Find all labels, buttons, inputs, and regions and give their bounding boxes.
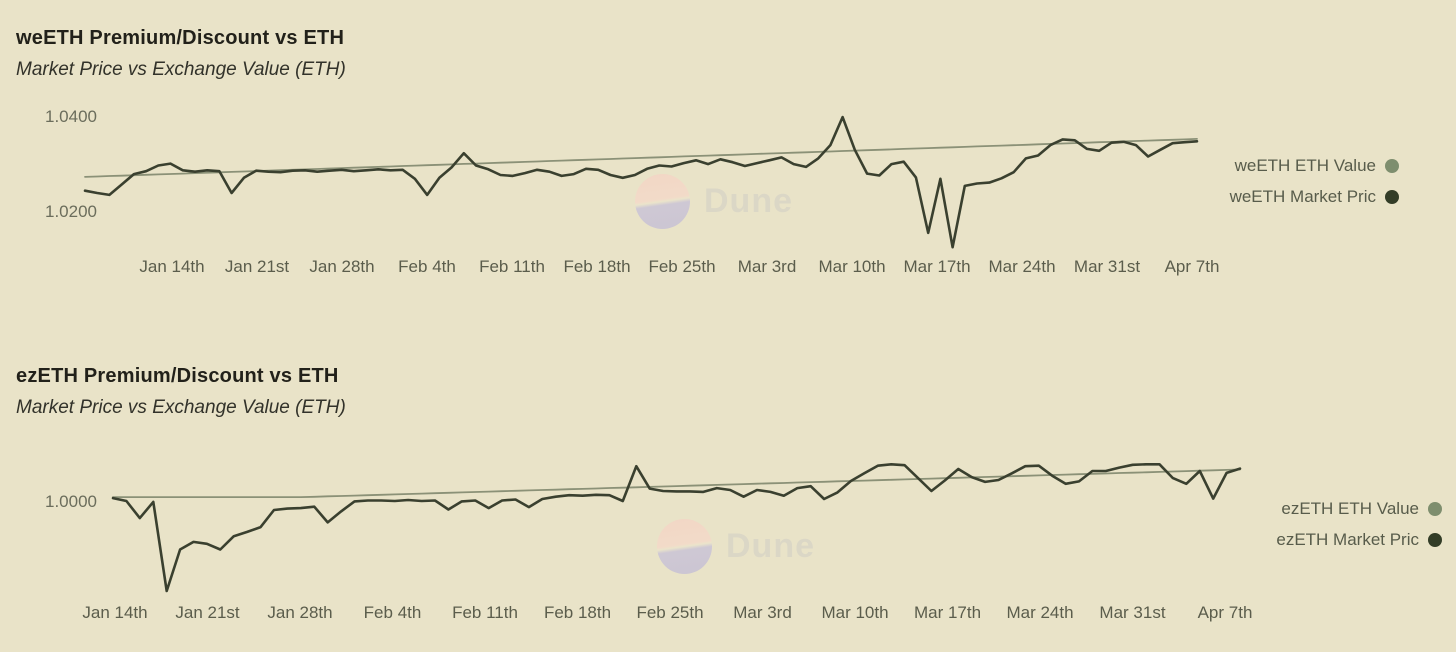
- legend-item[interactable]: weETH Market Pric: [1230, 186, 1399, 207]
- x-tick-label: Jan 21st: [224, 257, 290, 276]
- x-tick-label: Mar 3rd: [737, 257, 797, 276]
- series-color-dot-icon: [1428, 532, 1442, 547]
- x-tick-label: Jan 28th: [267, 603, 333, 622]
- legend-item[interactable]: ezETH Market Pric: [1276, 529, 1442, 550]
- x-tick-label: Jan 14th: [82, 603, 148, 622]
- legend-label: ezETH ETH Value: [1281, 498, 1419, 518]
- chart-subtitle: Market Price vs Exchange Value (ETH): [16, 59, 346, 80]
- x-tick-label: Apr 7th: [1197, 603, 1253, 622]
- x-tick-label: Mar 17th: [913, 603, 982, 622]
- legend: ezETH ETH Value ezETH Market Pric: [1276, 498, 1442, 550]
- x-tick-label: Mar 10th: [821, 603, 889, 622]
- x-tick-label: Mar 10th: [818, 257, 886, 276]
- ezeth-line-plot[interactable]: [111, 440, 1242, 600]
- series-color-dot-icon: [1428, 501, 1442, 516]
- x-tick-label: Jan 28th: [309, 257, 375, 276]
- legend-item[interactable]: weETH ETH Value: [1235, 155, 1399, 176]
- x-tick-label: Mar 24th: [988, 257, 1056, 276]
- x-tick-label: Mar 3rd: [733, 603, 792, 622]
- series-color-dot-icon: [1385, 158, 1399, 173]
- x-tick-label: Mar 24th: [1006, 603, 1074, 622]
- legend-label: weETH Market Pric: [1229, 186, 1376, 206]
- x-tick-label: Feb 11th: [479, 257, 545, 276]
- chart-title: weETH Premium/Discount vs ETH: [16, 27, 345, 49]
- y-axis-tick: 1.0400: [45, 107, 97, 126]
- x-tick-label: Feb 25th: [636, 603, 704, 622]
- x-axis: Jan 14th Jan 21st Jan 28th Feb 4th Feb 11th F…: [0, 603, 1456, 625]
- legend-label: weETH ETH Value: [1234, 155, 1376, 175]
- x-tick-label: Mar 31st: [1073, 257, 1141, 276]
- weeth-line-plot[interactable]: [83, 100, 1199, 250]
- x-tick-label: Feb 18th: [563, 257, 631, 276]
- x-tick-label: Apr 7th: [1164, 257, 1220, 276]
- x-tick-label: Mar 31st: [1099, 603, 1166, 622]
- legend-label: ezETH Market Pric: [1276, 529, 1419, 549]
- x-tick-label: Mar 17th: [903, 257, 971, 276]
- y-axis-tick: 1.0000: [45, 492, 97, 511]
- x-tick-label: Jan 14th: [139, 257, 205, 276]
- x-tick-label: Feb 18th: [543, 603, 612, 622]
- x-tick-label: Jan 21st: [175, 603, 240, 622]
- legend-item[interactable]: ezETH ETH Value: [1281, 498, 1442, 519]
- x-tick-label: Feb 25th: [648, 257, 716, 276]
- series-line: [83, 115, 1199, 249]
- x-axis: Jan 14th Jan 21st Jan 28th Feb 4th Feb 11th F…: [0, 257, 1456, 279]
- chart-subtitle: Market Price vs Exchange Value (ETH): [16, 397, 346, 418]
- y-axis-tick: 1.0200: [45, 202, 97, 221]
- chart-title: ezETH Premium/Discount vs ETH: [16, 365, 339, 387]
- x-tick-label: Feb 4th: [398, 257, 456, 276]
- series-color-dot-icon: [1385, 189, 1399, 204]
- x-tick-label: Feb 4th: [363, 603, 422, 622]
- legend: weETH ETH Value weETH Market Pric: [1230, 155, 1399, 207]
- series-line: [111, 462, 1242, 593]
- x-tick-label: Feb 11th: [452, 603, 518, 622]
